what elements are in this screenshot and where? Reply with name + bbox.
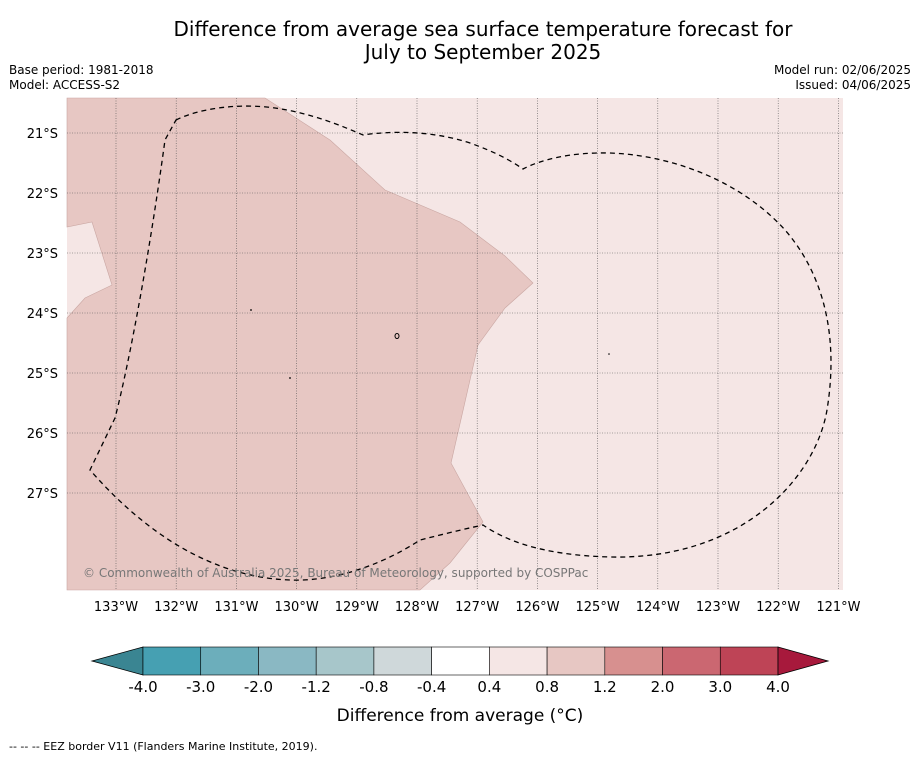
lon-label: 121°W — [816, 600, 860, 615]
lon-label: 129°W — [335, 600, 379, 615]
colorbar-tick-label: -4.0 — [128, 678, 157, 696]
colorbar-cell — [489, 646, 548, 676]
lon-label: 126°W — [515, 600, 559, 615]
eez-footnote: -- -- -- EEZ border V11 (Flanders Marine… — [9, 740, 318, 753]
title-line-1: Difference from average sea surface temp… — [173, 17, 793, 41]
colorbar-cell — [431, 646, 490, 676]
colorbar-cell — [142, 646, 202, 676]
colorbar-cell — [546, 646, 606, 676]
colorbar-tick-label: 3.0 — [708, 678, 732, 696]
latitude-labels: 21°S 22°S 23°S 24°S 25°S 26°S 27°S — [27, 127, 58, 502]
colorbar-extend-high — [777, 646, 830, 676]
colorbar-cell — [258, 646, 317, 676]
lon-label: 133°W — [94, 600, 138, 615]
island-1 — [394, 333, 400, 339]
lon-label: 122°W — [756, 600, 800, 615]
lon-label: 123°W — [696, 600, 740, 615]
colorbar: -4.0 -3.0 -2.0 -1.2 -0.8 -0.4 0.4 0.8 1.2 2.0 3.0 4… — [90, 646, 830, 726]
colorbar-tick-label: 0.8 — [535, 678, 559, 696]
map-title: Difference from average sea surface temp… — [0, 18, 919, 64]
colorbar-cell — [662, 646, 721, 676]
issued-date: Issued: 04/06/2025 — [795, 78, 911, 92]
colorbar-tick-label: 0.4 — [477, 678, 501, 696]
colorbar-cell — [373, 646, 432, 676]
colorbar-tick-label: -1.2 — [302, 678, 331, 696]
model-name: Model: ACCESS-S2 — [9, 78, 121, 92]
colorbar-cells — [142, 646, 779, 676]
colorbar-title: Difference from average (°C) — [337, 706, 584, 726]
colorbar-cell — [315, 646, 375, 676]
colorbar-tick-label: -2.0 — [244, 678, 273, 696]
base-period: Base period: 1981-2018 — [9, 63, 154, 77]
eez-border — [89, 105, 832, 581]
lon-label: 125°W — [576, 600, 620, 615]
colorbar-tick-labels: -4.0 -3.0 -2.0 -1.2 -0.8 -0.4 0.4 0.8 1.2 2.0 3.0 4… — [128, 678, 790, 696]
lon-label: 130°W — [275, 600, 319, 615]
island-4 — [608, 353, 610, 355]
lat-label: 26°S — [27, 427, 58, 442]
lat-label: 27°S — [27, 487, 58, 502]
colorbar-tick-label: -3.0 — [186, 678, 215, 696]
meta-left: Base period: 1981-2018 Model: ACCESS-S2 — [9, 63, 154, 93]
island-3 — [289, 377, 291, 379]
anomaly-region-0.8-1.2 — [66, 97, 534, 591]
map-panel: © Commonwealth of Australia 2025, Bureau… — [66, 97, 843, 591]
colorbar-tick-label: 1.2 — [593, 678, 617, 696]
colorbar-cell — [719, 646, 779, 676]
title-line-2: July to September 2025 — [364, 40, 602, 64]
meta-right: Model run: 02/06/2025 Issued: 04/06/2025 — [774, 63, 911, 93]
copyright-text: © Commonwealth of Australia 2025, Bureau… — [83, 566, 588, 580]
lat-label: 24°S — [27, 307, 58, 322]
colorbar-cell — [200, 646, 259, 676]
gridlines — [67, 98, 843, 590]
lat-label: 25°S — [27, 367, 58, 382]
model-run: Model run: 02/06/2025 — [773, 63, 911, 77]
lat-label: 21°S — [27, 127, 58, 142]
colorbar-tick-label: 4.0 — [766, 678, 790, 696]
lat-label: 23°S — [27, 247, 58, 262]
lat-label: 22°S — [27, 187, 58, 202]
colorbar-tick-label: -0.8 — [359, 678, 388, 696]
lon-label: 131°W — [214, 600, 258, 615]
colorbar-cell — [604, 646, 663, 676]
island-2 — [250, 309, 252, 311]
colorbar-extend-low — [90, 646, 144, 676]
longitude-labels: 133°W 132°W 131°W 130°W 129°W 128°W 127°W 126°W… — [94, 600, 861, 615]
lon-label: 128°W — [395, 600, 439, 615]
islands — [250, 309, 610, 379]
colorbar-tick-label: -0.4 — [417, 678, 446, 696]
lon-label: 127°W — [455, 600, 499, 615]
lon-label: 124°W — [636, 600, 680, 615]
lon-label: 132°W — [154, 600, 198, 615]
colorbar-tick-label: 2.0 — [651, 678, 675, 696]
